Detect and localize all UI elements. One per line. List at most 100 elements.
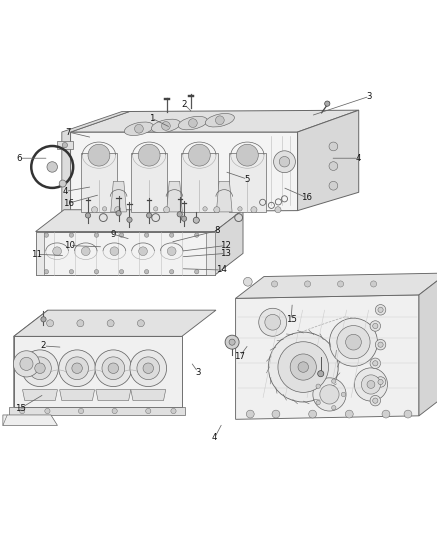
Polygon shape bbox=[14, 310, 216, 336]
Circle shape bbox=[370, 321, 381, 331]
Polygon shape bbox=[131, 390, 166, 400]
Ellipse shape bbox=[124, 122, 153, 135]
Circle shape bbox=[298, 362, 308, 372]
Circle shape bbox=[163, 207, 170, 213]
Polygon shape bbox=[166, 181, 182, 212]
Circle shape bbox=[229, 339, 235, 345]
Text: 8: 8 bbox=[214, 226, 219, 235]
Circle shape bbox=[167, 247, 176, 256]
Circle shape bbox=[53, 247, 61, 256]
Circle shape bbox=[332, 406, 336, 410]
Circle shape bbox=[46, 320, 53, 327]
Circle shape bbox=[62, 142, 67, 148]
Circle shape bbox=[41, 317, 46, 322]
Polygon shape bbox=[216, 181, 232, 212]
Circle shape bbox=[59, 350, 95, 386]
Circle shape bbox=[371, 281, 377, 287]
Circle shape bbox=[341, 392, 346, 397]
Circle shape bbox=[77, 320, 84, 327]
Circle shape bbox=[238, 207, 242, 211]
Polygon shape bbox=[35, 231, 44, 275]
Circle shape bbox=[21, 350, 58, 386]
Circle shape bbox=[143, 363, 153, 374]
Circle shape bbox=[272, 410, 280, 418]
Circle shape bbox=[69, 270, 74, 274]
Polygon shape bbox=[35, 231, 215, 275]
Circle shape bbox=[69, 233, 74, 237]
Circle shape bbox=[59, 180, 66, 187]
Circle shape bbox=[171, 408, 176, 414]
Polygon shape bbox=[215, 210, 243, 275]
Circle shape bbox=[361, 375, 381, 394]
Circle shape bbox=[127, 217, 132, 222]
Circle shape bbox=[110, 247, 119, 256]
Polygon shape bbox=[71, 132, 297, 212]
Circle shape bbox=[244, 277, 252, 286]
Circle shape bbox=[44, 270, 49, 274]
Polygon shape bbox=[229, 153, 266, 212]
Circle shape bbox=[78, 408, 84, 414]
Circle shape bbox=[20, 357, 33, 370]
Polygon shape bbox=[57, 141, 73, 149]
Circle shape bbox=[28, 357, 51, 379]
Circle shape bbox=[259, 308, 287, 336]
Text: 15: 15 bbox=[15, 404, 26, 413]
Polygon shape bbox=[206, 231, 215, 275]
Circle shape bbox=[378, 307, 383, 312]
Circle shape bbox=[354, 368, 388, 401]
Circle shape bbox=[92, 207, 98, 213]
Circle shape bbox=[188, 144, 210, 166]
Polygon shape bbox=[22, 390, 57, 400]
Circle shape bbox=[193, 217, 199, 223]
Circle shape bbox=[162, 122, 170, 130]
Circle shape bbox=[170, 233, 174, 237]
Circle shape bbox=[194, 233, 199, 237]
Circle shape bbox=[375, 340, 386, 350]
Circle shape bbox=[316, 384, 320, 389]
Circle shape bbox=[139, 247, 148, 256]
Circle shape bbox=[329, 161, 338, 171]
Circle shape bbox=[370, 358, 381, 368]
Circle shape bbox=[181, 216, 187, 221]
Text: 2: 2 bbox=[41, 342, 46, 351]
Polygon shape bbox=[14, 336, 182, 407]
Circle shape bbox=[367, 381, 375, 389]
Circle shape bbox=[318, 370, 324, 377]
Circle shape bbox=[20, 408, 25, 414]
Circle shape bbox=[373, 398, 378, 403]
Circle shape bbox=[309, 410, 317, 418]
Text: 16: 16 bbox=[301, 193, 312, 202]
Circle shape bbox=[346, 334, 361, 350]
Circle shape bbox=[194, 270, 199, 274]
Ellipse shape bbox=[151, 119, 180, 133]
Text: 12: 12 bbox=[220, 241, 231, 250]
Circle shape bbox=[115, 207, 121, 213]
Text: 3: 3 bbox=[195, 368, 201, 377]
Circle shape bbox=[370, 395, 381, 406]
Polygon shape bbox=[419, 273, 438, 416]
Circle shape bbox=[345, 410, 353, 418]
Polygon shape bbox=[81, 153, 117, 212]
Text: 11: 11 bbox=[31, 250, 42, 259]
Circle shape bbox=[316, 400, 320, 405]
Circle shape bbox=[214, 207, 220, 213]
Circle shape bbox=[137, 357, 159, 379]
Circle shape bbox=[329, 318, 378, 366]
Polygon shape bbox=[181, 153, 218, 212]
Polygon shape bbox=[96, 390, 131, 400]
Circle shape bbox=[382, 410, 390, 418]
Circle shape bbox=[102, 357, 125, 379]
Circle shape bbox=[94, 233, 99, 237]
Circle shape bbox=[138, 144, 160, 166]
Circle shape bbox=[290, 354, 316, 380]
Polygon shape bbox=[297, 110, 359, 211]
Circle shape bbox=[85, 213, 91, 218]
Circle shape bbox=[35, 363, 45, 374]
Circle shape bbox=[88, 144, 110, 166]
Circle shape bbox=[145, 270, 149, 274]
Text: 13: 13 bbox=[220, 249, 231, 258]
Text: 10: 10 bbox=[64, 241, 75, 250]
Circle shape bbox=[120, 233, 124, 237]
Circle shape bbox=[81, 247, 90, 256]
Circle shape bbox=[373, 361, 378, 366]
